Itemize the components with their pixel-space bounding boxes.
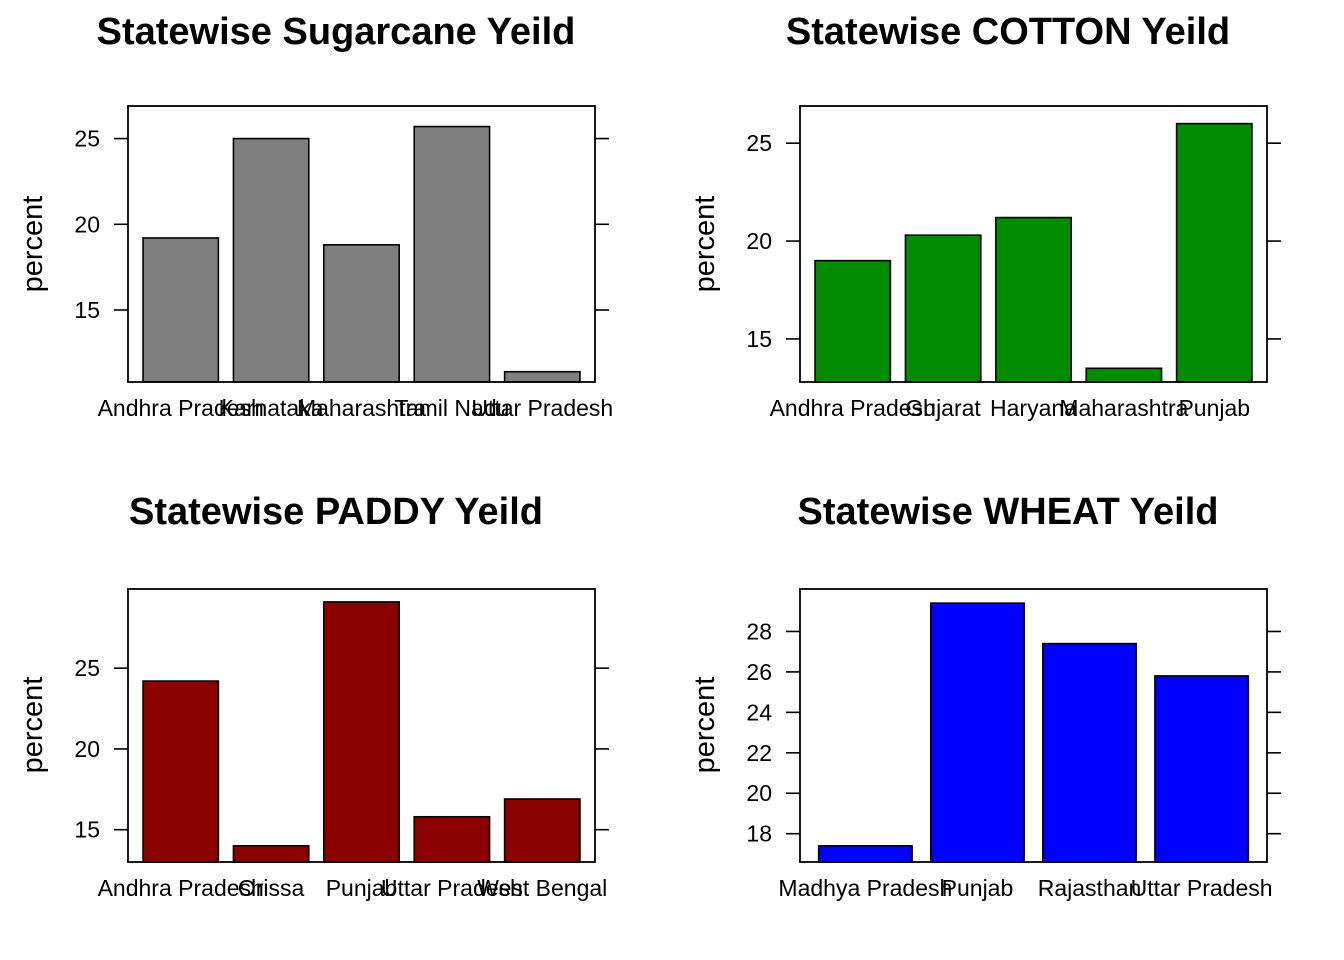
category-label: Haryana (990, 395, 1077, 421)
y-tick-label: 20 (74, 211, 100, 237)
bar-5 (503, 370, 581, 383)
category-label: Tamil Nadu (394, 395, 509, 421)
chart-panel-2: Statewise COTTON Yeild percent Andhra Prad… (689, 11, 1281, 421)
y-tick-label: 25 (74, 126, 100, 152)
y-axis-label: percent (689, 196, 721, 293)
category-label: Rajasthan (1038, 875, 1142, 901)
bar-2 (929, 602, 1025, 863)
category-label: Uttar Pradesh (381, 875, 523, 901)
bar-1 (142, 237, 220, 383)
bar-1 (142, 680, 220, 863)
bar-2 (232, 137, 310, 383)
bar-4 (413, 125, 491, 383)
category-label: Uttar Pradesh (471, 395, 613, 421)
bar-2 (232, 845, 310, 863)
bar-3 (323, 601, 400, 863)
y-tick-label: 28 (746, 618, 772, 644)
y-tick-label: 24 (746, 699, 772, 725)
category-label: Madhya Pradesh (778, 875, 952, 901)
y-tick-label: 15 (74, 297, 100, 323)
bar-3 (1042, 642, 1138, 863)
category-label: Maharashtra (297, 395, 426, 421)
plot-frame (127, 105, 596, 383)
y-tick-label: 20 (746, 228, 772, 254)
category-label: Karnataka (219, 395, 324, 421)
y-tick-label: 25 (74, 655, 100, 681)
bar-1 (814, 259, 892, 383)
chart-panel-4: Statewise WHEAT Yeild percent Madhya Prade… (689, 491, 1281, 901)
plot-frame (799, 588, 1268, 863)
category-label: Andhra Pradesh (98, 875, 264, 901)
y-tick-label: 15 (746, 326, 772, 352)
y-tick-label: 22 (746, 740, 772, 766)
bar-2 (904, 234, 982, 383)
chart-panel-3: Statewise PADDY Yeild percent Andhra Prade… (17, 491, 609, 901)
category-label: Punjab (942, 875, 1014, 901)
category-label: Punjab (1178, 395, 1250, 421)
category-label: Punjab (326, 875, 398, 901)
bar-1 (817, 845, 913, 863)
category-label: Orissa (238, 875, 305, 901)
y-tick-label: 20 (74, 736, 100, 762)
category-label: West Bengal (477, 875, 607, 901)
bar-4 (413, 815, 491, 863)
bar-3 (995, 216, 1072, 383)
bar-4 (1154, 675, 1250, 863)
y-tick-label: 25 (746, 130, 772, 156)
plot-frame (127, 588, 596, 863)
y-tick-label: 26 (746, 659, 772, 685)
y-tick-label: 15 (74, 817, 100, 843)
y-axis-label: percent (17, 196, 49, 293)
bar-5 (503, 798, 581, 863)
category-label: Andhra Pradesh (98, 395, 264, 421)
plot-frame (799, 105, 1268, 383)
chart-panel-1: Statewise Sugarcane Yeild percent Andhra P… (17, 11, 613, 421)
bar-5 (1175, 122, 1253, 383)
category-label: Gujarat (905, 395, 981, 421)
category-label: Maharashtra (1059, 395, 1188, 421)
bar-4 (1085, 367, 1163, 383)
y-axis-label: percent (689, 677, 721, 774)
y-axis-label: percent (17, 677, 49, 774)
category-label: Andhra Pradesh (770, 395, 936, 421)
chart-title: Statewise Sugarcane Yeild (97, 11, 576, 53)
bar-3 (323, 244, 400, 383)
y-tick-label: 20 (746, 780, 772, 806)
chart-title: Statewise COTTON Yeild (786, 11, 1230, 53)
y-tick-label: 18 (746, 821, 772, 847)
chart-title: Statewise WHEAT Yeild (798, 491, 1219, 533)
chart-title: Statewise PADDY Yeild (129, 491, 543, 533)
category-label: Uttar Pradesh (1131, 875, 1273, 901)
